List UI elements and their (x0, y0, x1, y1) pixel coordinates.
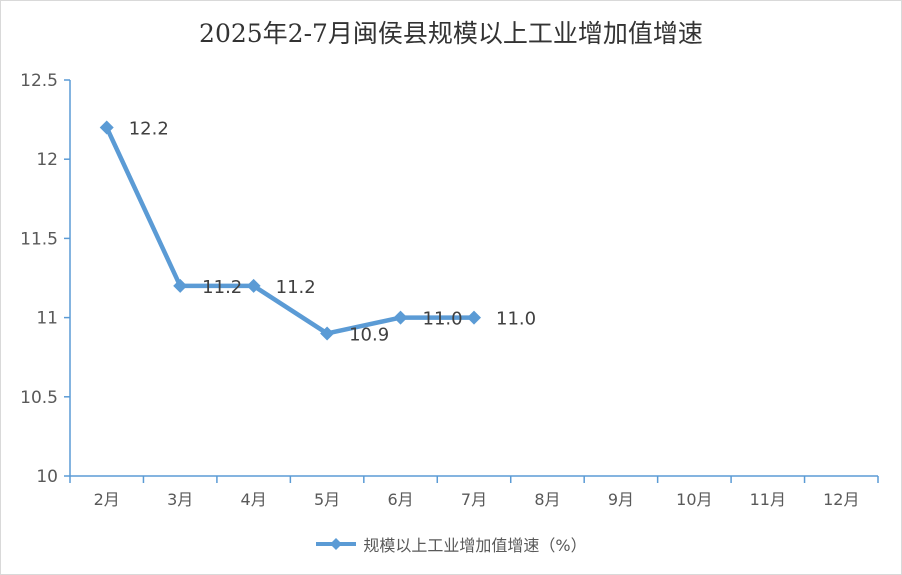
axes: 10 10.5 11 11.5 12 12.5 2月 3月 4月 5月 6月 7月 8月 9月 10月 11月… (20, 71, 879, 509)
x-tick-label: 12月 (823, 490, 859, 509)
x-tick-label: 10月 (676, 490, 712, 509)
series-layer (99, 120, 481, 341)
data-point-marker (173, 278, 188, 293)
data-labels: 12.2 11.2 11.2 10.9 11.0 11.0 (129, 119, 536, 346)
data-point-marker (467, 310, 481, 325)
data-point-marker (320, 326, 335, 341)
x-tick-label: 7月 (461, 490, 487, 509)
data-label: 11.2 (276, 277, 316, 298)
data-point-marker (246, 278, 261, 293)
y-tick-label: 10.5 (20, 388, 58, 408)
data-label: 11.0 (423, 309, 463, 330)
x-tick-label: 4月 (241, 490, 267, 509)
x-tick-label: 2月 (94, 490, 120, 509)
y-tick-label: 11.5 (20, 229, 58, 249)
data-label: 11.2 (202, 277, 242, 298)
legend-label: 规模以上工业增加值增速（%） (363, 536, 587, 555)
y-tick-label: 12.5 (20, 71, 58, 91)
series-line (104, 125, 477, 336)
data-point-marker (99, 120, 114, 135)
data-label: 11.0 (496, 309, 536, 330)
legend: 规模以上工业增加值增速（%） (0, 532, 902, 556)
x-tick-label: 5月 (314, 490, 340, 509)
x-tick-label: 6月 (387, 490, 413, 509)
y-tick-label: 11 (36, 309, 58, 329)
y-tick-label: 10 (36, 467, 58, 487)
y-tick-label: 12 (36, 150, 58, 170)
chart-title: 2025年2-7月闽侯县规模以上工业增加值增速 (199, 19, 703, 48)
data-label: 10.9 (349, 324, 389, 345)
x-tick-label: 9月 (608, 490, 634, 509)
x-tick-label: 3月 (167, 490, 193, 509)
x-tick-label: 11月 (750, 490, 786, 509)
x-tick-label: 8月 (534, 490, 560, 509)
legend-swatch-icon (316, 538, 357, 550)
data-point-marker (393, 310, 408, 325)
data-label: 12.2 (129, 119, 169, 140)
